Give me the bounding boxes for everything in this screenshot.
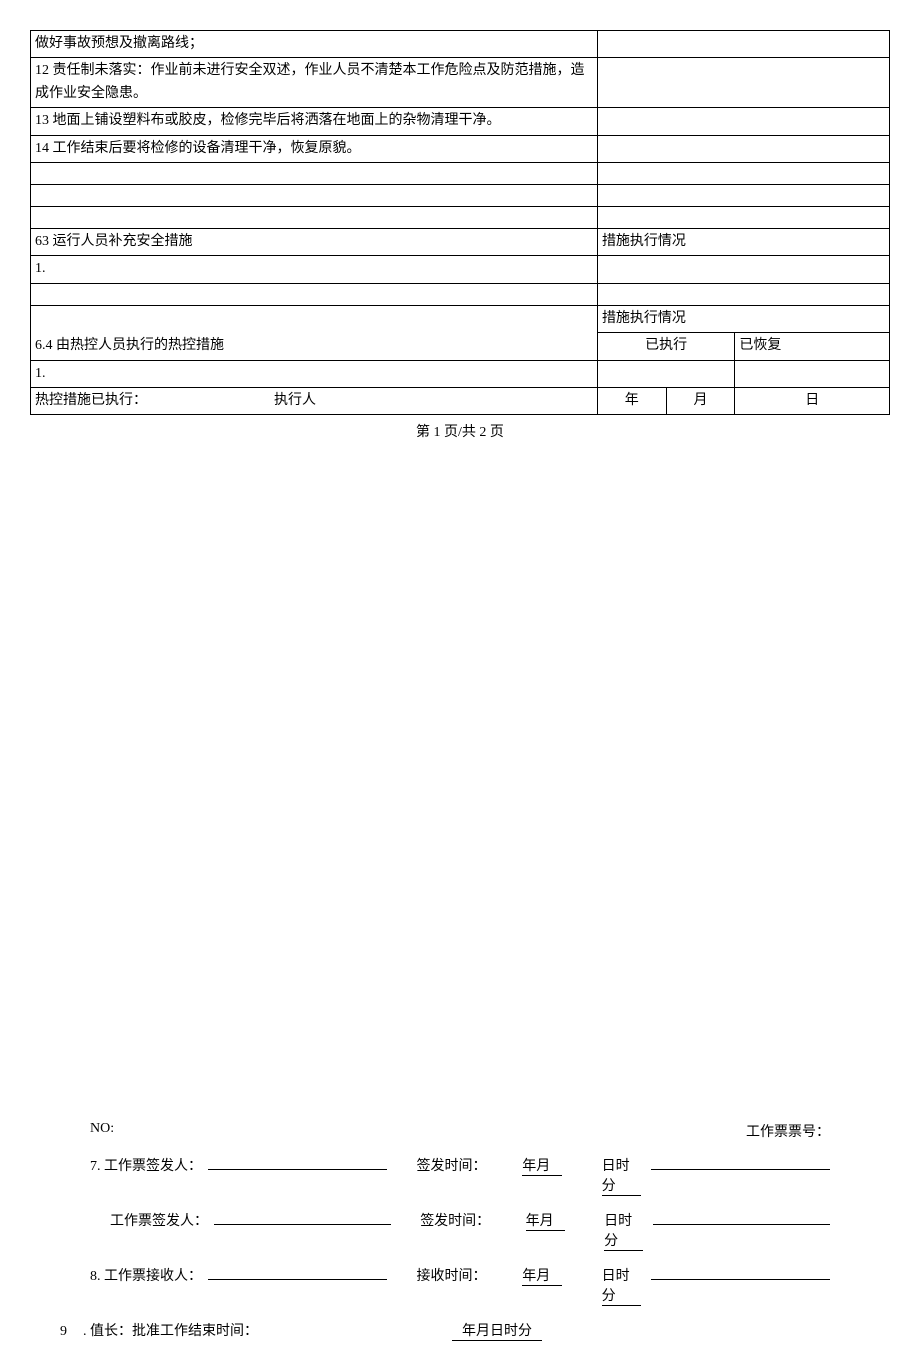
tail-field[interactable]	[651, 1169, 830, 1170]
day-hour-min-field[interactable]: 日时分	[602, 1265, 642, 1306]
exec-confirmation-row: 热控措施已执行： 执行人 年 月 日	[31, 387, 890, 414]
date-day: 日	[735, 387, 890, 414]
table-row	[31, 206, 890, 228]
item-9-row: 9 . 值长：批准工作结束时间： 年月日时分	[60, 1320, 830, 1341]
day-hour-min-field[interactable]: 日时分	[602, 1155, 642, 1196]
item-9-label: . 值长：批准工作结束时间：	[83, 1320, 258, 1340]
item-1: 1.	[31, 360, 598, 387]
section-63-header-row: 63 运行人员补充安全措施 措施执行情况	[31, 228, 890, 255]
status-cell	[597, 256, 889, 283]
status-header: 措施执行情况	[597, 228, 889, 255]
signer-field[interactable]	[214, 1224, 391, 1225]
measure-text: 14 工作结束后要将检修的设备清理干净，恢复原貌。	[31, 135, 598, 162]
table-row	[31, 283, 890, 305]
empty-cell	[31, 162, 598, 184]
measure-text: 做好事故预想及撤离路线；	[31, 31, 598, 58]
status-header: 措施执行情况	[597, 305, 889, 332]
date-year: 年	[597, 387, 666, 414]
table-row: 做好事故预想及撤离路线；	[31, 31, 890, 58]
table-row: 1.	[31, 360, 890, 387]
year-month-field[interactable]: 年月	[522, 1265, 562, 1286]
item-7-label: 7. 工作票签发人：	[90, 1155, 202, 1175]
item-9-num: 9	[60, 1324, 67, 1340]
table-row	[31, 184, 890, 206]
issue-time-label: 签发时间：	[416, 1155, 486, 1175]
section-64-title: 6.4 由热控人员执行的热控措施	[31, 305, 598, 360]
item-8-row: 8. 工作票接收人： 接收时间： 年月 日时分	[90, 1265, 830, 1306]
status-cell	[597, 184, 889, 206]
measure-text: 12 责任制未落实：作业前未进行安全双述，作业人员不清楚本工作危险点及防范措施，…	[31, 58, 598, 108]
year-month-field[interactable]: 年月	[522, 1155, 562, 1176]
item-7b-row: 工作票签发人： 签发时间： 年月 日时分	[110, 1210, 830, 1251]
empty-cell	[31, 206, 598, 228]
item-1: 1.	[31, 256, 598, 283]
ticket-no-label: 工作票票号：	[746, 1121, 830, 1141]
item-7-row: 7. 工作票签发人： 签发时间： 年月 日时分	[90, 1155, 830, 1196]
status-cell	[735, 360, 890, 387]
status-cell	[597, 283, 889, 305]
item-7b-label: 工作票签发人：	[110, 1210, 208, 1230]
status-cell	[597, 135, 889, 162]
status-cell	[597, 31, 889, 58]
measure-text: 13 地面上铺设塑料布或胶皮，检修完毕后将洒落在地面上的杂物清理干净。	[31, 108, 598, 135]
status-cell	[597, 58, 889, 108]
date-month: 月	[666, 387, 735, 414]
status-cell	[597, 162, 889, 184]
form-section: NO: 工作票票号： 7. 工作票签发人： 签发时间： 年月 日时分 工作票签发…	[30, 1121, 890, 1341]
form-header-row: NO: 工作票票号：	[90, 1121, 830, 1141]
section-63-title: 63 运行人员补充安全措施	[31, 228, 598, 255]
empty-cell	[31, 184, 598, 206]
status-cell	[597, 108, 889, 135]
status-cell	[597, 206, 889, 228]
item-8-label: 8. 工作票接收人：	[90, 1265, 202, 1285]
year-month-field[interactable]: 年月	[526, 1210, 565, 1231]
col-restored: 已恢复	[735, 333, 890, 360]
executor-label: 执行人	[274, 393, 316, 408]
table-row	[31, 162, 890, 184]
day-hour-min-field[interactable]: 日时分	[604, 1210, 643, 1251]
status-cell	[597, 360, 734, 387]
end-time-field[interactable]: 年月日时分	[452, 1320, 542, 1341]
receiver-field[interactable]	[208, 1279, 387, 1280]
tail-field[interactable]	[651, 1279, 830, 1280]
signer-field[interactable]	[208, 1169, 387, 1170]
issue-time-label: 签发时间：	[420, 1210, 490, 1230]
table-row: 12 责任制未落实：作业前未进行安全双述，作业人员不清楚本工作危险点及防范措施，…	[31, 58, 890, 108]
no-label: NO:	[90, 1121, 114, 1141]
table-row: 13 地面上铺设塑料布或胶皮，检修完毕后将洒落在地面上的杂物清理干净。	[31, 108, 890, 135]
safety-measures-table: 做好事故预想及撤离路线； 12 责任制未落实：作业前未进行安全双述，作业人员不清…	[30, 30, 890, 415]
tail-field[interactable]	[653, 1224, 830, 1225]
table-row: 1.	[31, 256, 890, 283]
section-64-status-header-row: 6.4 由热控人员执行的热控措施 措施执行情况	[31, 305, 890, 332]
col-executed: 已执行	[597, 333, 734, 360]
empty-cell	[31, 283, 598, 305]
receive-time-label: 接收时间：	[416, 1265, 486, 1285]
table-row: 14 工作结束后要将检修的设备清理干净，恢复原貌。	[31, 135, 890, 162]
exec-label-cell: 热控措施已执行： 执行人	[31, 387, 598, 414]
page-number: 第 1 页/共 2 页	[30, 421, 890, 441]
exec-confirm-label: 热控措施已执行：	[35, 393, 147, 408]
